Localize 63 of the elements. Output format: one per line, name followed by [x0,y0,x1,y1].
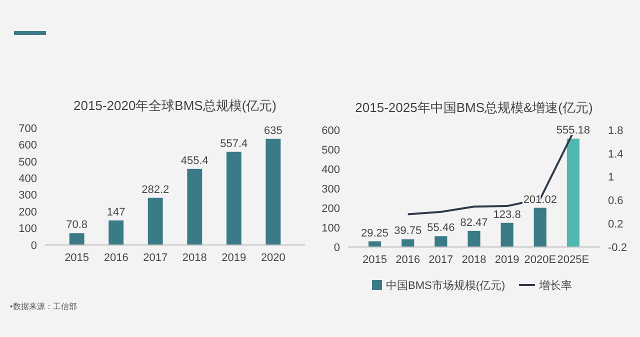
x-tick-label: 2025E [557,254,590,266]
y-tick-label: 500 [322,144,340,156]
data-label: 555.18 [556,124,590,137]
x-tick-label: 2020 [260,252,286,264]
bar [500,222,514,247]
y-tick-label: 0 [30,240,37,252]
data-label: 29.25 [361,227,389,240]
bar [148,198,163,245]
data-label: 123.8 [493,208,521,221]
data-label: 82.47 [460,216,488,229]
data-label: 455.4 [180,154,208,167]
y-tick-label: 600 [18,140,37,152]
y2-tick-label: 0.6 [608,195,624,208]
bar [402,239,414,247]
bar [108,220,124,245]
y2-tick-label: -0.2 [608,242,627,254]
bar [266,138,281,245]
data-label: 282.2 [142,184,170,196]
text: •数据来源：工信部 [10,302,77,311]
x-tick-label: 2019 [494,254,520,266]
bar [534,208,546,247]
y-tick-label: 700 [18,122,37,135]
x-tick-label: 2016 [396,254,420,266]
y2-tick-label: 1.4 [608,148,624,160]
x-tick-label: 2018 [462,254,486,266]
legend-label: 增长率 [538,278,572,292]
x-tick-label: 2017 [143,252,168,264]
data-label: 147 [106,206,126,218]
bar [468,230,480,247]
y-tick-label: 400 [322,164,340,176]
x-tick-label: 2017 [428,254,454,266]
data-label: 39.75 [394,225,422,238]
data-label: 55.46 [427,222,455,234]
x-tick-label: 2015 [362,254,388,266]
bar [69,233,84,245]
y-tick-label: 0 [334,242,340,254]
x-tick-label: 2015 [64,252,90,264]
y-tick-label: 100 [18,223,37,236]
x-tick-label: 2020E [524,254,556,266]
bar [187,168,202,245]
y-tick-label: 500 [18,156,37,168]
y-tick-label: 100 [322,222,340,234]
y2-tick-label: 1 [608,172,614,184]
y-tick-label: 300 [322,183,340,196]
y-tick-label: 600 [322,124,340,137]
chart-title: 2015-2025年中国BMS总规模&增速(亿元) [355,100,593,115]
y-tick-label: 200 [18,206,37,218]
chart-title: 2015-2020年全球BMS总规模(亿元) [74,98,276,113]
bar [566,138,580,247]
data-label: 557.4 [220,138,248,150]
x-tick-label: 2019 [222,252,246,264]
y-tick-label: 300 [18,190,37,202]
y2-tick-label: 1.8 [608,124,624,137]
data-label: 635 [264,124,282,137]
x-tick-label: 2018 [182,252,207,264]
y-tick-label: 200 [322,202,340,215]
y-tick-label: 400 [18,172,37,185]
legend-label: 中国BMS市场规模(亿元) [386,278,506,292]
bar [434,236,448,247]
x-tick-label: 2016 [104,252,128,264]
data-label: 70.8 [66,219,88,232]
bar [226,152,242,245]
y2-tick-label: 0.2 [608,218,624,230]
